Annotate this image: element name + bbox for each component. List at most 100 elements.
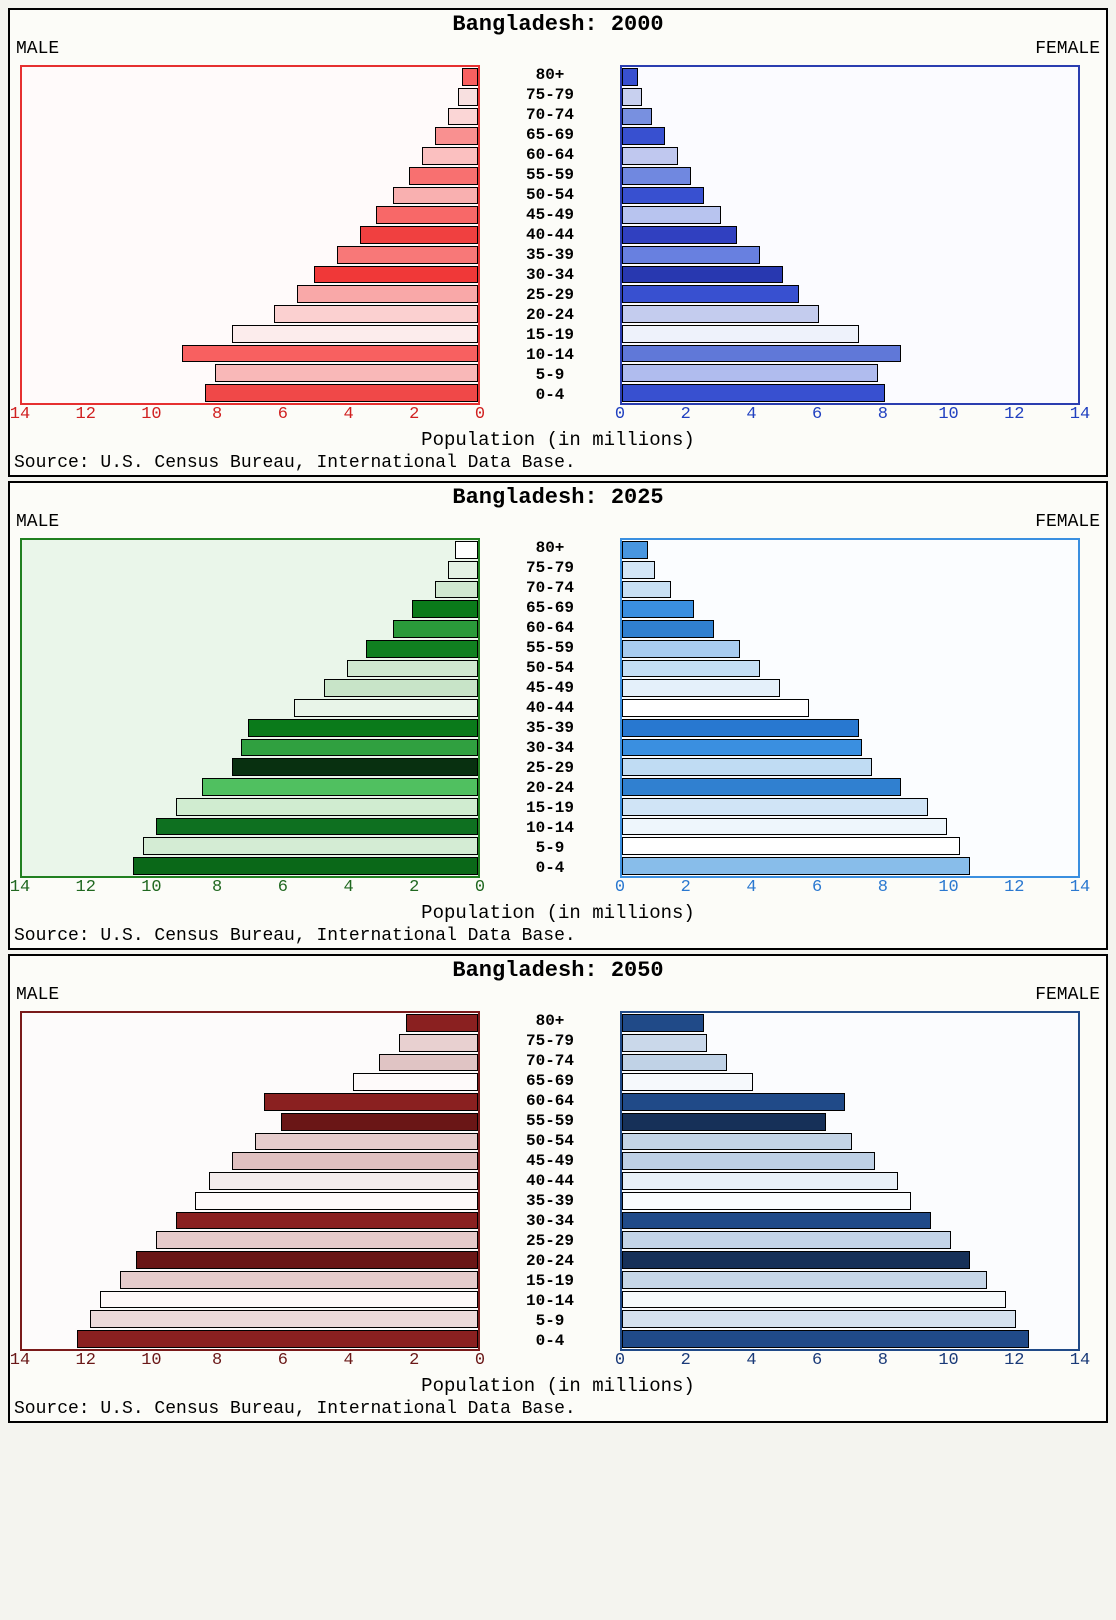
male-bar-30-34: [22, 265, 478, 285]
age-label-70-74: 70-74: [480, 105, 620, 125]
male-bar-30-34: [22, 1211, 478, 1231]
male-bar-15-19: [22, 1270, 478, 1290]
male-bar-75-79: [22, 560, 478, 580]
female-bar-40-44: [622, 698, 1078, 718]
male-bar-15-19: [22, 797, 478, 817]
female-bar-35-39: [622, 245, 1078, 265]
male-bar-20-24: [22, 777, 478, 797]
male-bar-80+: [22, 1013, 478, 1033]
female-bar-70-74: [622, 580, 1078, 600]
male-bar-35-39: [22, 245, 478, 265]
title-country: Bangladesh:: [452, 485, 597, 510]
female-bar-10-14: [622, 817, 1078, 837]
female-bar-25-29: [622, 284, 1078, 304]
male-bar-65-69: [22, 126, 478, 146]
female-bar-50-54: [622, 1132, 1078, 1152]
male-bar-0-4: [22, 1329, 478, 1349]
male-bar-40-44: [22, 225, 478, 245]
male-bar-25-29: [22, 757, 478, 777]
age-label-40-44: 40-44: [480, 1171, 620, 1191]
male-bar-15-19: [22, 324, 478, 344]
female-bar-80+: [622, 540, 1078, 560]
x-axis-label: Population (in millions): [10, 1375, 1106, 1399]
male-bar-5-9: [22, 836, 478, 856]
male-bar-45-49: [22, 205, 478, 225]
female-bar-60-64: [622, 619, 1078, 639]
female-bar-75-79: [622, 1033, 1078, 1053]
female-bar-20-24: [622, 304, 1078, 324]
female-label: FEMALE: [1035, 39, 1100, 59]
age-label-15-19: 15-19: [480, 325, 620, 345]
male-bar-80+: [22, 540, 478, 560]
age-label-5-9: 5-9: [480, 365, 620, 385]
source-text: Source: U.S. Census Bureau, Internationa…: [10, 926, 1106, 948]
age-label-80+: 80+: [480, 65, 620, 85]
female-bar-30-34: [622, 738, 1078, 758]
age-label-80+: 80+: [480, 538, 620, 558]
title-year: 2000: [611, 12, 664, 37]
male-bar-65-69: [22, 1072, 478, 1092]
age-label-0-4: 0-4: [480, 858, 620, 878]
male-bar-70-74: [22, 107, 478, 127]
age-label-65-69: 65-69: [480, 598, 620, 618]
age-label-45-49: 45-49: [480, 1151, 620, 1171]
male-bar-50-54: [22, 1132, 478, 1152]
female-bar-65-69: [622, 1072, 1078, 1092]
female-bar-45-49: [622, 1151, 1078, 1171]
female-bar-55-59: [622, 1112, 1078, 1132]
chart-title: Bangladesh: 2050: [10, 956, 1106, 983]
male-plot: [20, 538, 480, 878]
x-axis-label: Population (in millions): [10, 429, 1106, 453]
male-bar-50-54: [22, 659, 478, 679]
age-label-30-34: 30-34: [480, 265, 620, 285]
female-bar-15-19: [622, 324, 1078, 344]
female-x-axis: 02468101214: [620, 878, 1080, 902]
female-bar-25-29: [622, 757, 1078, 777]
title-year: 2025: [611, 485, 664, 510]
male-bar-80+: [22, 67, 478, 87]
male-bar-70-74: [22, 1053, 478, 1073]
female-bar-0-4: [622, 856, 1078, 876]
male-bar-35-39: [22, 718, 478, 738]
female-x-axis: 02468101214: [620, 1351, 1080, 1375]
female-plot: [620, 538, 1080, 878]
age-label-75-79: 75-79: [480, 1031, 620, 1051]
title-year: 2050: [611, 958, 664, 983]
age-label-55-59: 55-59: [480, 1111, 620, 1131]
male-bar-55-59: [22, 1112, 478, 1132]
age-label-35-39: 35-39: [480, 718, 620, 738]
age-axis: 80+75-7970-7465-6960-6455-5950-5445-4940…: [480, 1011, 620, 1351]
female-plot: [620, 65, 1080, 405]
age-label-50-54: 50-54: [480, 1131, 620, 1151]
male-bar-60-64: [22, 619, 478, 639]
age-label-10-14: 10-14: [480, 345, 620, 365]
title-country: Bangladesh:: [452, 12, 597, 37]
age-label-15-19: 15-19: [480, 1271, 620, 1291]
age-label-0-4: 0-4: [480, 1331, 620, 1351]
age-label-10-14: 10-14: [480, 818, 620, 838]
female-bar-0-4: [622, 1329, 1078, 1349]
female-bar-5-9: [622, 363, 1078, 383]
male-bar-60-64: [22, 1092, 478, 1112]
age-label-25-29: 25-29: [480, 1231, 620, 1251]
female-bar-15-19: [622, 1270, 1078, 1290]
chart-title: Bangladesh: 2025: [10, 483, 1106, 510]
age-label-40-44: 40-44: [480, 225, 620, 245]
female-bar-60-64: [622, 1092, 1078, 1112]
male-label: MALE: [16, 512, 59, 532]
female-bar-30-34: [622, 265, 1078, 285]
female-bar-80+: [622, 1013, 1078, 1033]
male-bar-65-69: [22, 599, 478, 619]
female-bar-10-14: [622, 1290, 1078, 1310]
age-label-5-9: 5-9: [480, 838, 620, 858]
age-label-75-79: 75-79: [480, 85, 620, 105]
female-x-axis: 02468101214: [620, 405, 1080, 429]
male-bar-5-9: [22, 1309, 478, 1329]
male-bar-45-49: [22, 678, 478, 698]
age-label-30-34: 30-34: [480, 738, 620, 758]
female-bar-80+: [622, 67, 1078, 87]
age-label-45-49: 45-49: [480, 205, 620, 225]
female-bar-65-69: [622, 599, 1078, 619]
age-label-50-54: 50-54: [480, 658, 620, 678]
age-label-35-39: 35-39: [480, 245, 620, 265]
